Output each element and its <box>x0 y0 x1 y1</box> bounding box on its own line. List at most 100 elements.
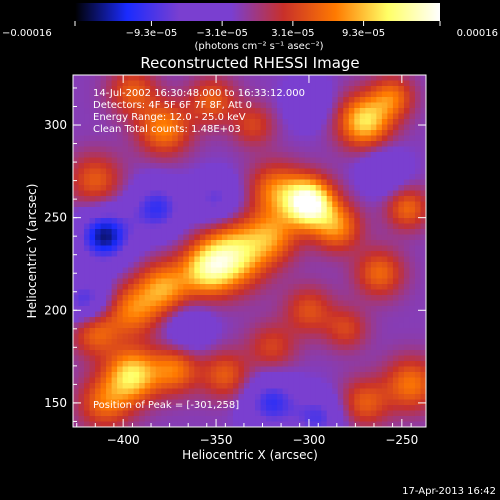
heatmap-cell <box>381 317 388 324</box>
heatmap-cell <box>161 168 168 175</box>
heatmap-cell <box>155 212 162 219</box>
heatmap-cell <box>288 168 295 175</box>
heatmap-cell <box>205 306 212 313</box>
heatmap-cell <box>414 328 422 335</box>
heatmap-cell <box>227 262 234 269</box>
heatmap-cell <box>238 344 245 351</box>
heatmap-cell <box>321 355 328 362</box>
heatmap-cell <box>216 97 223 104</box>
heatmap-cell <box>232 152 240 159</box>
heatmap-cell <box>381 157 388 164</box>
heatmap-cell <box>266 399 273 406</box>
heatmap-cell <box>381 377 388 384</box>
heatmap-cell <box>166 201 173 208</box>
heatmap-cell <box>166 366 173 373</box>
heatmap-cell <box>183 278 190 285</box>
heatmap-cell <box>243 350 251 357</box>
heatmap-cell <box>354 152 361 159</box>
heatmap-cell <box>243 218 251 225</box>
heatmap-cell <box>188 267 195 274</box>
heatmap-cell <box>387 350 394 357</box>
heatmap-cell <box>150 119 157 126</box>
heatmap-cell <box>310 245 317 252</box>
heatmap-cell <box>232 366 240 373</box>
heatmap-cell <box>315 416 322 423</box>
heatmap-cell <box>409 405 416 412</box>
heatmap-cell <box>392 405 400 412</box>
heatmap-cell <box>111 251 118 258</box>
heatmap-cell <box>255 152 262 159</box>
heatmap-cell <box>392 135 400 142</box>
heatmap-cell <box>398 366 405 373</box>
heatmap-cell <box>166 135 173 142</box>
heatmap-cell <box>304 421 311 427</box>
heatmap-cell <box>282 234 289 241</box>
heatmap-cell <box>111 135 118 142</box>
heatmap-cell <box>288 262 295 269</box>
heatmap-cell <box>111 295 118 302</box>
heatmap-cell <box>150 218 157 225</box>
heatmap-cell <box>332 366 339 373</box>
heatmap-cell <box>365 157 372 164</box>
heatmap-cell <box>392 317 400 324</box>
heatmap-cell <box>332 344 339 351</box>
heatmap-cell <box>387 91 394 98</box>
heatmap-cell <box>133 80 140 87</box>
heatmap-cell <box>315 240 322 247</box>
heatmap-cell <box>150 284 157 291</box>
heatmap-cell <box>84 163 91 170</box>
heatmap-cell <box>288 207 295 214</box>
heatmap-cell <box>332 416 339 423</box>
heatmap-cell <box>277 97 284 104</box>
heatmap-cell <box>172 328 179 335</box>
heatmap-cell <box>89 179 96 186</box>
heatmap-cell <box>243 300 251 307</box>
heatmap-cell <box>95 311 102 318</box>
heatmap-cell <box>321 152 328 159</box>
heatmap-cell <box>205 388 212 395</box>
heatmap-cell <box>271 223 278 230</box>
heatmap-cell <box>392 223 400 230</box>
heatmap-cell <box>315 119 322 126</box>
heatmap-cell <box>403 174 411 181</box>
heatmap-cell <box>409 300 416 307</box>
heatmap-cell <box>387 124 394 131</box>
heatmap-cell <box>370 223 377 230</box>
heatmap-cell <box>199 135 206 142</box>
heatmap-cell <box>271 350 278 357</box>
heatmap-cell <box>370 245 377 252</box>
heatmap-cell <box>403 245 411 252</box>
heatmap-cell <box>122 229 129 236</box>
heatmap-cell <box>216 421 223 427</box>
heatmap-cell <box>166 306 173 313</box>
heatmap-cell <box>243 130 251 137</box>
heatmap-cell <box>117 394 124 401</box>
heatmap-cell <box>161 102 168 109</box>
heatmap-cell <box>100 207 107 214</box>
heatmap-cell <box>111 366 118 373</box>
heatmap-cell <box>243 152 251 159</box>
heatmap-cell <box>348 168 355 175</box>
heatmap-cell <box>293 223 300 230</box>
heatmap-cell <box>238 124 245 131</box>
heatmap-cell <box>139 278 146 285</box>
heatmap-cell <box>183 196 190 203</box>
heatmap-cell <box>139 289 146 296</box>
heatmap-cell <box>95 339 102 346</box>
heatmap-cell <box>392 251 400 258</box>
heatmap-cell <box>227 300 234 307</box>
heatmap-cell <box>376 322 383 329</box>
heatmap-cell <box>177 196 184 203</box>
heatmap-cell <box>321 416 328 423</box>
heatmap-cell <box>100 361 107 368</box>
heatmap-cell <box>73 421 80 427</box>
heatmap-cell <box>255 366 262 373</box>
heatmap-cell <box>89 196 96 203</box>
heatmap-cell <box>95 322 102 329</box>
heatmap-cell <box>288 405 295 412</box>
heatmap-cell <box>337 372 344 379</box>
heatmap-cell <box>188 130 195 137</box>
heatmap-cell <box>293 306 300 313</box>
heatmap-cell <box>177 130 184 137</box>
heatmap-cell <box>348 333 355 340</box>
